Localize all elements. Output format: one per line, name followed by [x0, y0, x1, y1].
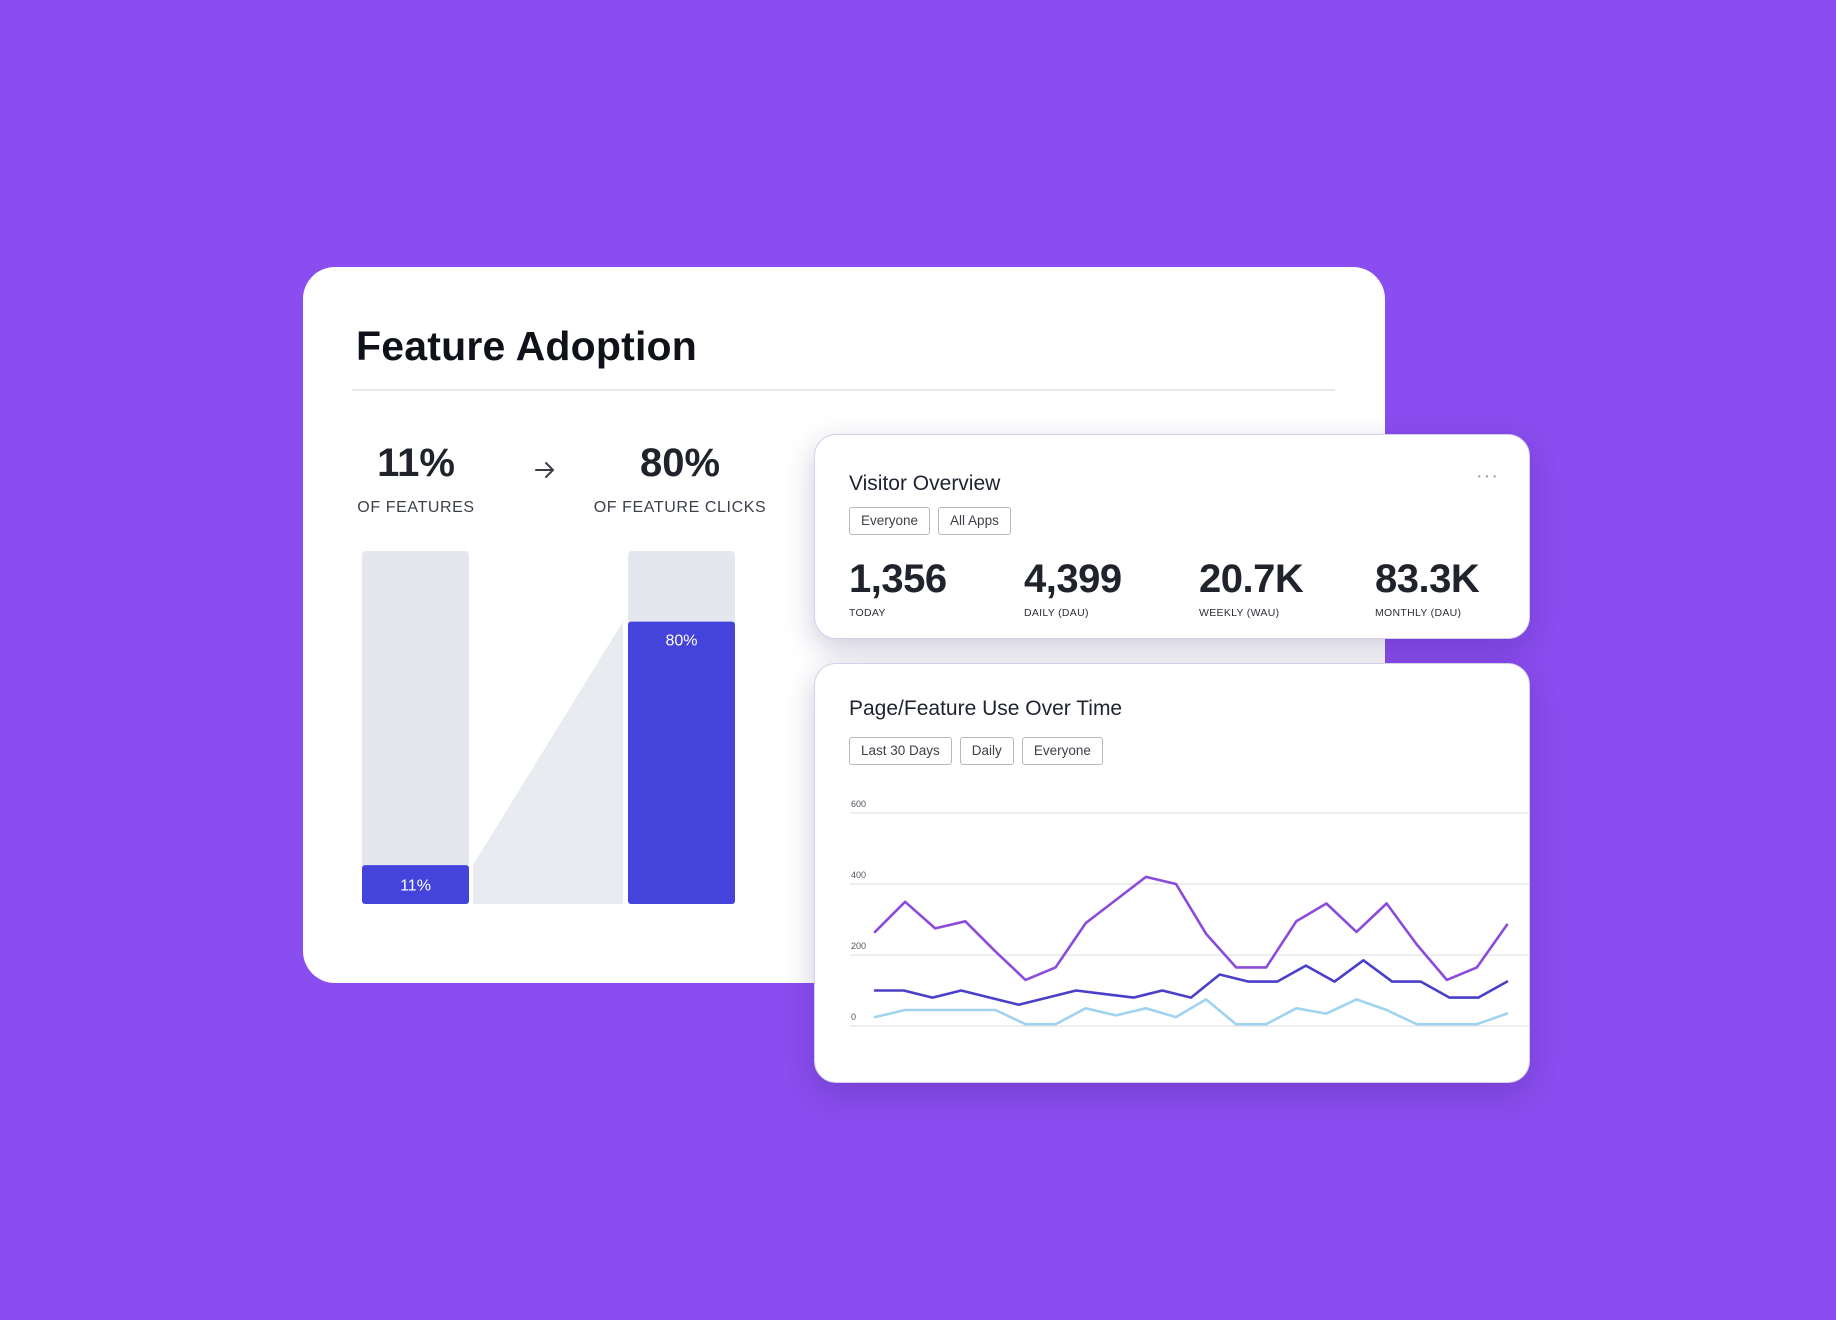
- adoption-funnel-chart: 11% 80%: [362, 551, 735, 904]
- metric-dau: 4,399 DAILY (DAU): [1024, 559, 1122, 619]
- visitor-overview-title: Visitor Overview: [849, 472, 1001, 495]
- feature-use-card: Page/Feature Use Over Time Last 30 Days …: [814, 663, 1530, 1083]
- features-stat: 11% OF FEATURES: [316, 443, 516, 517]
- segment-filter-chip[interactable]: Everyone: [849, 507, 931, 535]
- metric-caption: WEEKLY (WAU): [1199, 607, 1280, 619]
- features-percent: 11%: [377, 441, 455, 485]
- feature-clicks-percent: 80%: [639, 441, 721, 485]
- feature-clicks-stat: 80% OF FEATURE CLICKS: [580, 443, 780, 517]
- metric-value: 83.3K: [1375, 557, 1480, 601]
- metric-caption: MONTHLY (DAU): [1375, 607, 1462, 619]
- metric-value: 20.7K: [1199, 557, 1304, 601]
- metric-mau: 83.3K MONTHLY (DAU): [1375, 557, 1480, 619]
- feature-clicks-label: OF FEATURE CLICKS: [593, 499, 767, 516]
- series-line-1: [873, 875, 1509, 982]
- metric-today: 1,356 TODAY: [849, 559, 947, 619]
- metric-caption: DAILY (DAU): [1024, 607, 1089, 619]
- series-line-3: [873, 998, 1509, 1026]
- usage-filters: Last 30 Days Daily Everyone: [849, 737, 1103, 765]
- clicks-bar-label: 80%: [665, 633, 697, 650]
- clicks-bar-track: [628, 551, 735, 904]
- apps-filter-chip[interactable]: All Apps: [938, 507, 1011, 535]
- visitor-overview-card: Visitor Overview ··· Everyone All Apps 1…: [814, 434, 1530, 639]
- feature-use-title: Page/Feature Use Over Time: [849, 697, 1123, 720]
- more-options-icon[interactable]: ···: [1476, 465, 1499, 487]
- clicks-bar-fill: [628, 621, 735, 904]
- segment-chip[interactable]: Everyone: [1021, 737, 1103, 765]
- arrow-right-icon: [535, 462, 554, 478]
- metric-caption: TODAY: [849, 607, 886, 619]
- feature-use-line-chart: 0 200 400 600: [850, 799, 1529, 1027]
- features-bar-fill: [362, 865, 469, 904]
- features-label: OF FEATURES: [357, 499, 475, 516]
- features-bar-track: [362, 551, 469, 904]
- interval-chip[interactable]: Daily: [959, 737, 1014, 765]
- y-tick-label: 200: [851, 941, 866, 951]
- y-tick-label: 400: [851, 870, 866, 880]
- metric-value: 1,356: [849, 557, 947, 601]
- visitor-filters: Everyone All Apps: [849, 507, 1011, 535]
- funnel-connector: [473, 621, 623, 904]
- feature-adoption-title: Feature Adoption: [356, 323, 698, 369]
- y-tick-label: 0: [851, 1012, 856, 1022]
- y-tick-label: 600: [851, 799, 866, 809]
- metric-value: 4,399: [1024, 557, 1122, 601]
- series-line-2: [873, 958, 1509, 1007]
- title-divider: [352, 389, 1335, 391]
- date-range-chip[interactable]: Last 30 Days: [849, 737, 952, 765]
- features-bar-label: 11%: [400, 878, 431, 895]
- metric-wau: 20.7K WEEKLY (WAU): [1199, 557, 1304, 619]
